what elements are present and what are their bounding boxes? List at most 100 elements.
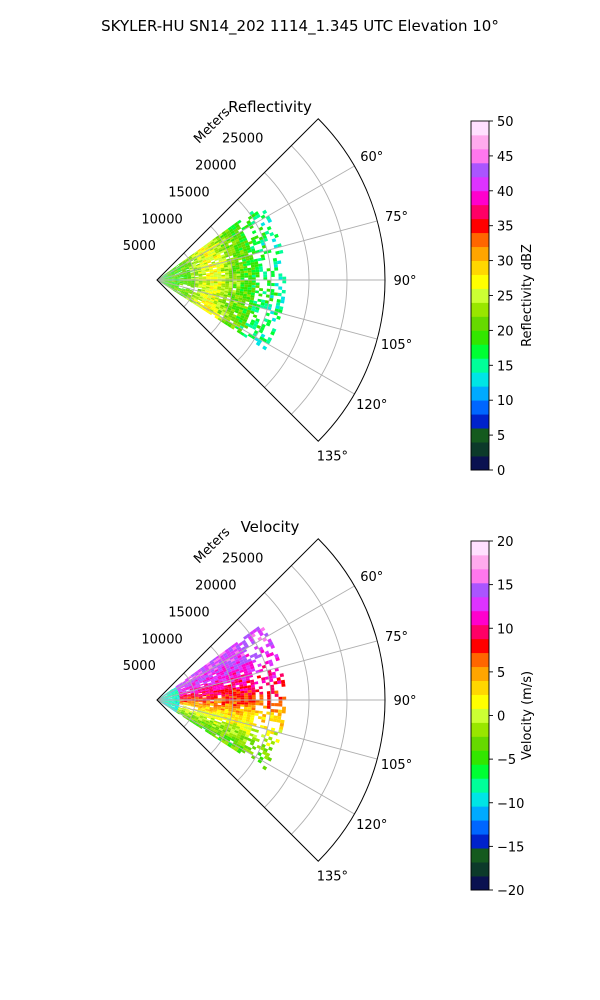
data-cell <box>221 705 226 708</box>
data-cell <box>203 725 208 729</box>
data-cell <box>219 306 224 310</box>
data-cell <box>221 721 226 725</box>
data-cell <box>217 693 222 696</box>
data-cell <box>160 277 165 279</box>
data-cell <box>174 707 178 710</box>
data-cell <box>236 749 242 754</box>
data-cell <box>255 274 260 278</box>
data-cell <box>239 650 244 655</box>
data-cell <box>177 289 182 292</box>
data-cell <box>270 291 275 296</box>
data-cell <box>271 317 277 322</box>
data-cell <box>210 282 214 285</box>
data-cell <box>172 280 176 282</box>
data-cell <box>173 689 178 692</box>
data-cell <box>179 280 184 282</box>
data-cell <box>246 294 251 298</box>
data-cell <box>250 308 256 312</box>
data-cell <box>172 280 176 281</box>
data-cell <box>187 282 192 284</box>
data-cell <box>206 669 211 673</box>
data-cell <box>175 276 180 278</box>
data-cell <box>187 698 192 700</box>
colorbar-tick-label: 0 <box>497 464 505 479</box>
sector-outline <box>156 118 386 442</box>
data-cell <box>228 268 233 271</box>
data-cell <box>178 271 183 274</box>
data-cell <box>261 244 267 249</box>
data-cell <box>195 682 200 686</box>
data-cell <box>233 656 239 661</box>
data-cell <box>164 698 169 700</box>
data-cell <box>266 705 271 709</box>
data-cell <box>170 286 174 290</box>
data-cell <box>244 644 250 649</box>
data-cell <box>267 697 271 700</box>
data-cell <box>218 718 223 722</box>
data-cell <box>274 703 279 707</box>
data-cell <box>259 268 264 272</box>
data-cell <box>169 688 173 692</box>
data-cell <box>183 696 188 698</box>
data-cell <box>251 229 257 235</box>
data-cell <box>194 701 199 704</box>
data-cell <box>268 641 274 647</box>
data-cell <box>210 297 215 301</box>
data-cell <box>172 701 176 703</box>
data-cell <box>250 310 255 315</box>
data-cell <box>178 682 183 686</box>
data-cell <box>164 281 169 283</box>
data-cell <box>280 719 285 724</box>
data-cell <box>251 284 256 288</box>
data-cell <box>260 626 266 632</box>
data-cell <box>180 266 185 269</box>
data-cell <box>190 717 195 720</box>
data-cell <box>236 708 241 711</box>
data-cell <box>254 729 260 733</box>
data-cell <box>251 269 256 273</box>
data-cell <box>251 694 256 698</box>
data-cell <box>244 697 249 700</box>
data-cell <box>167 284 171 287</box>
data-cell <box>197 300 202 304</box>
data-cell <box>187 276 192 278</box>
data-cell <box>167 274 172 277</box>
data-cell <box>174 270 178 273</box>
data-cell <box>212 687 217 690</box>
data-cell <box>202 718 207 722</box>
data-cell <box>245 748 251 754</box>
data-cell <box>211 670 216 674</box>
data-cell <box>267 336 273 342</box>
data-cell <box>244 284 249 288</box>
data-cell <box>243 670 249 675</box>
data-cell <box>217 276 222 279</box>
data-cell <box>198 305 203 309</box>
data-cell <box>205 676 210 680</box>
data-cell <box>191 294 196 298</box>
data-cell <box>232 701 237 705</box>
data-cell <box>184 293 188 296</box>
data-cell <box>270 708 275 713</box>
data-cell <box>225 674 230 678</box>
data-cell <box>236 277 241 280</box>
data-cell <box>239 239 244 243</box>
data-cell <box>218 678 223 682</box>
data-cell <box>250 264 255 268</box>
colorbar-swatch <box>471 148 489 164</box>
data-cell <box>209 247 214 251</box>
data-cell <box>179 703 184 705</box>
data-cell <box>223 714 228 717</box>
data-cell <box>203 716 208 720</box>
data-cell <box>166 691 170 694</box>
data-cell <box>167 692 171 695</box>
data-cell <box>209 255 214 259</box>
data-cell <box>167 694 172 697</box>
data-cell <box>267 218 273 224</box>
data-cell <box>255 626 261 632</box>
data-cell <box>190 285 195 287</box>
data-cell <box>232 269 237 273</box>
data-cell <box>270 702 275 707</box>
data-cell <box>243 305 249 310</box>
data-cell <box>207 664 213 669</box>
data-cell <box>218 716 224 720</box>
